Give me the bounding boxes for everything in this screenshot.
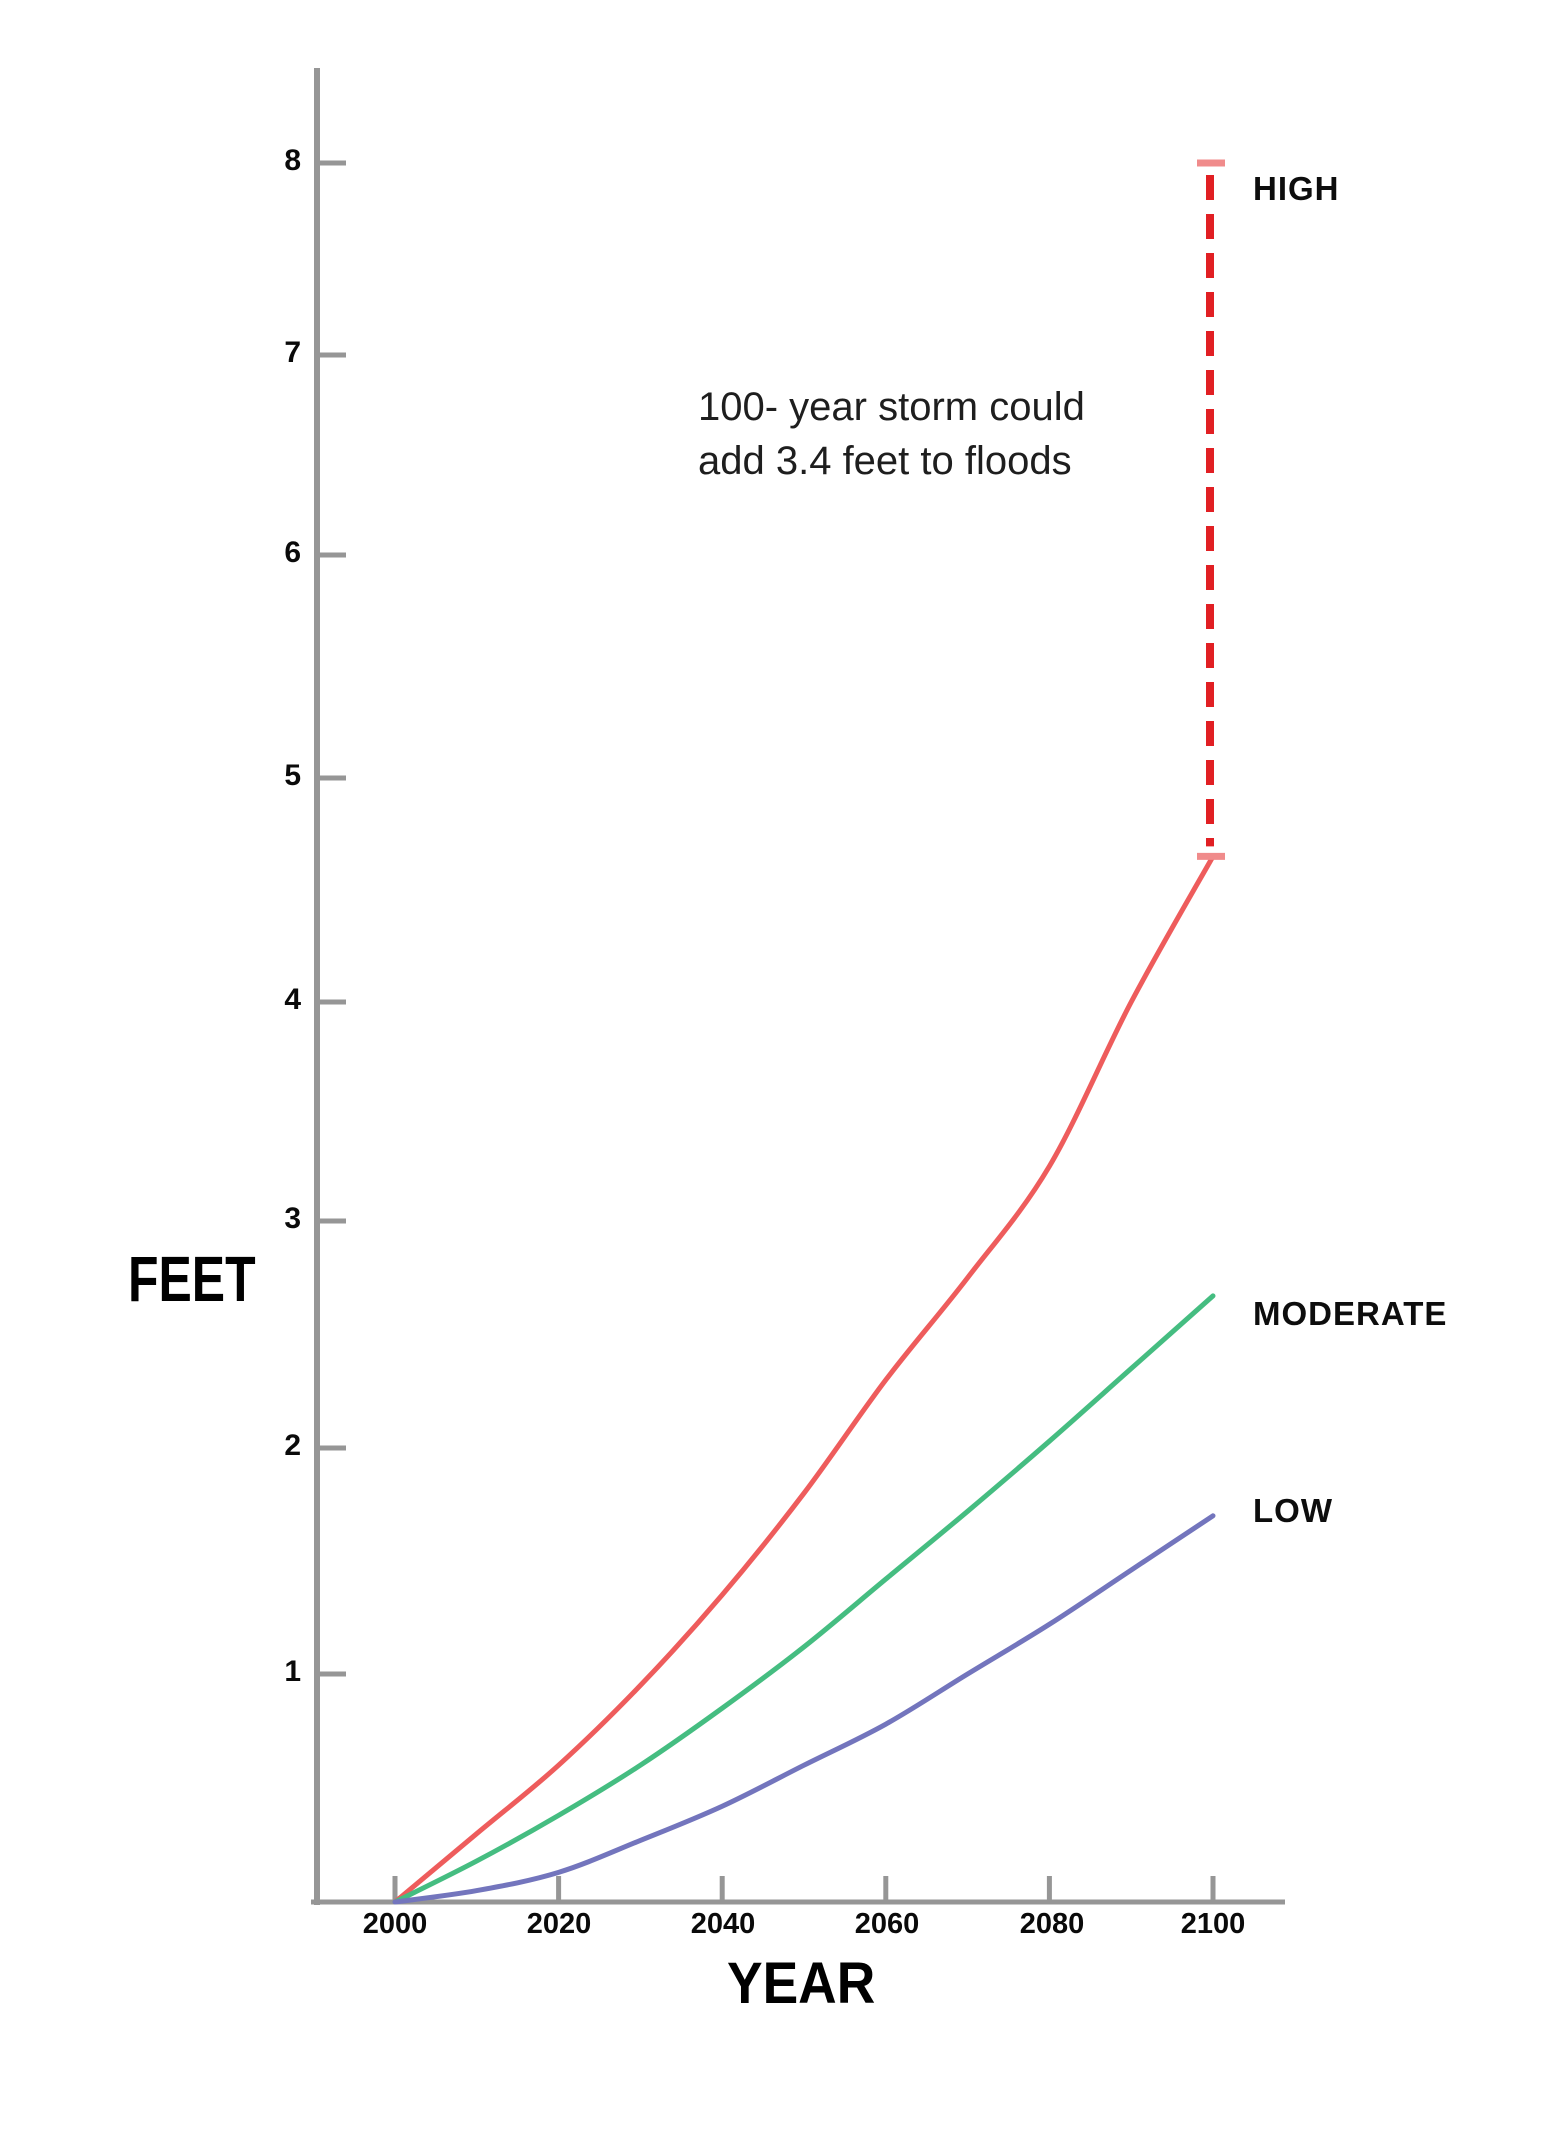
x-tick-label-2040: 2040 [690, 1908, 756, 1940]
series-label-high: HIGH [1253, 170, 1340, 207]
y-tick-label-5: 5 [284, 759, 301, 792]
x-tick-label-2080: 2080 [1019, 1908, 1085, 1940]
curve-low [392, 1513, 1216, 1905]
x-tick-label-2060: 2060 [854, 1908, 920, 1940]
series-label-low: LOW [1253, 1492, 1333, 1529]
y-tick-label-2: 2 [284, 1429, 301, 1462]
x-axis-title: YEAR [727, 1951, 876, 2016]
x-tick-label-2100: 2100 [1180, 1908, 1246, 1940]
y-tick-label-1: 1 [284, 1655, 301, 1688]
storm-annotation: 100- year storm could add 3.4 feet to fl… [698, 385, 1085, 483]
y-axis-title: FEET [128, 1243, 256, 1315]
x-tick-label-2000: 2000 [362, 1908, 428, 1940]
curve-high [392, 853, 1216, 1905]
y-tick-label-8: 8 [284, 144, 301, 177]
x-tick-label-2020: 2020 [526, 1908, 592, 1940]
y-tick-label-6: 6 [284, 536, 301, 569]
y-tick-label-7: 7 [284, 336, 301, 369]
y-tick-label-4: 4 [284, 983, 301, 1016]
series-label-moderate: MODERATE [1253, 1295, 1448, 1332]
curve-moderate [392, 1293, 1216, 1905]
y-tick-label-3: 3 [284, 1202, 301, 1235]
